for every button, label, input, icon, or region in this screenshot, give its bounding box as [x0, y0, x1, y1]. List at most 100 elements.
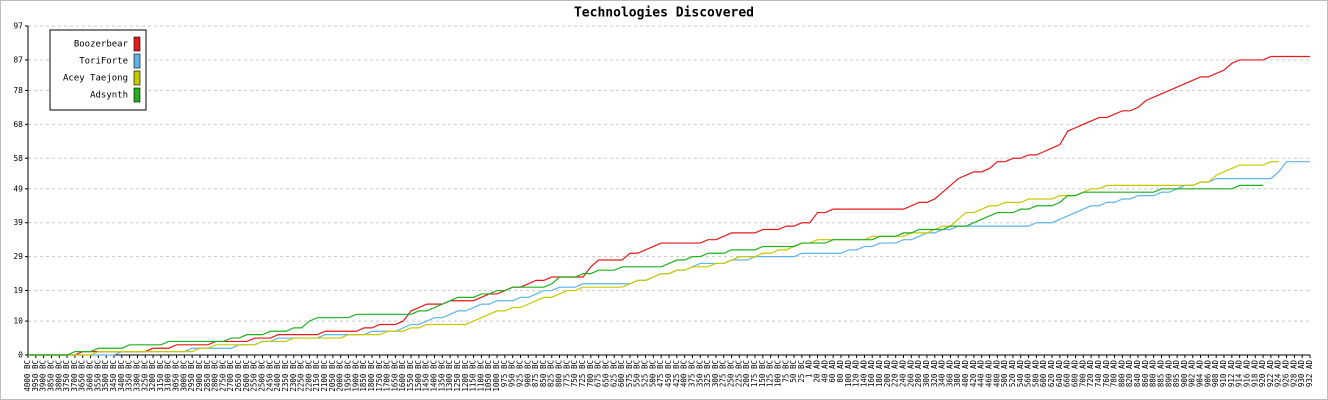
x-tick-label: 500 AD	[1000, 360, 1009, 388]
y-tick-label: 10	[13, 317, 23, 326]
x-tick-label: 2350 BC	[281, 360, 290, 392]
y-tick-label: 0	[18, 351, 23, 360]
x-tick-label: 875 BC	[531, 360, 540, 387]
x-tick-label: 740 AD	[1094, 360, 1103, 388]
x-tick-label: 1300 BC	[445, 360, 454, 392]
x-tick-label: 1800 BC	[367, 360, 376, 392]
x-tick-label: 480 AD	[992, 360, 1001, 388]
x-tick-label: 860 AD	[1141, 360, 1150, 388]
x-tick-label: 916 AD	[1242, 360, 1251, 388]
x-tick-label: 880 AD	[1149, 360, 1158, 388]
x-tick-label: 932 AD	[1305, 360, 1314, 388]
x-tick-label: 3450 BC	[109, 360, 118, 392]
x-tick-label: 225 BC	[734, 360, 743, 387]
x-tick-label: 3550 BC	[93, 360, 102, 392]
x-tick-label: 180 AD	[875, 360, 884, 388]
y-tick-label: 39	[13, 218, 23, 227]
x-tick-label: 3850 BC	[46, 360, 55, 392]
x-tick-label: 1700 BC	[383, 360, 392, 392]
x-tick-label: 125 BC	[766, 360, 775, 387]
x-tick-label: 906 AD	[1203, 360, 1212, 388]
x-tick-label: 2050 BC	[328, 360, 337, 392]
x-tick-label: 2950 BC	[187, 360, 196, 392]
x-tick-label: 300 AD	[922, 360, 931, 388]
x-tick-label: 525 BC	[641, 360, 650, 387]
x-tick-label: 2650 BC	[234, 360, 243, 392]
y-tick-label: 78	[13, 86, 23, 95]
x-tick-label: 1 AD	[805, 360, 814, 379]
y-tick-label: 29	[13, 252, 23, 261]
x-tick-label: 720 AD	[1086, 360, 1095, 388]
x-tick-label: 400 AD	[961, 360, 970, 388]
x-tick-label: 3650 BC	[78, 360, 87, 392]
legend-swatch	[133, 36, 141, 52]
x-tick-label: 680 AD	[1070, 360, 1079, 388]
legend-label: Boozerbear	[74, 40, 129, 50]
x-tick-label: 950 BC	[508, 360, 517, 387]
x-tick-label: 885 AD	[1156, 360, 1165, 388]
x-tick-label: 640 AD	[1055, 360, 1064, 388]
y-tick-label: 58	[13, 154, 23, 163]
x-tick-label: 550 BC	[633, 360, 642, 387]
x-tick-label: 1900 BC	[351, 360, 360, 392]
x-tick-label: 922 AD	[1266, 360, 1275, 388]
x-tick-label: 3200 BC	[148, 360, 157, 392]
x-tick-label: 520 AD	[1008, 360, 1017, 388]
x-tick-label: 540 AD	[1016, 360, 1025, 388]
x-tick-label: 3300 BC	[132, 360, 141, 392]
legend-label: ToriForte	[79, 57, 128, 67]
x-tick-label: 1250 BC	[453, 360, 462, 392]
x-tick-label: 60 AD	[828, 360, 837, 383]
x-tick-label: 3700 BC	[70, 360, 79, 392]
x-tick-label: 928 AD	[1289, 360, 1298, 388]
x-tick-label: 2600 BC	[242, 360, 251, 392]
x-tick-label: 440 AD	[977, 360, 986, 388]
x-tick-label: 2550 BC	[250, 360, 259, 392]
x-tick-label: 340 AD	[938, 360, 947, 388]
x-tick-label: 360 AD	[945, 360, 954, 388]
x-tick-label: 3250 BC	[140, 360, 149, 392]
x-tick-label: 260 AD	[906, 360, 915, 388]
legend-swatch	[133, 53, 141, 69]
x-tick-label: 50 BC	[789, 360, 798, 383]
x-tick-label: 975 BC	[500, 360, 509, 387]
x-tick-label: 900 BC	[523, 360, 532, 387]
x-tick-label: 420 AD	[969, 360, 978, 388]
x-tick-label: 200 AD	[883, 360, 892, 388]
x-tick-label: 3950 BC	[31, 360, 40, 392]
chart-title: Technologies Discovered	[574, 6, 754, 21]
x-tick-label: 2850 BC	[203, 360, 212, 392]
series-line	[28, 55, 1310, 356]
x-tick-label: 240 AD	[899, 360, 908, 388]
x-tick-label: 1850 BC	[359, 360, 368, 392]
legend-swatch	[133, 87, 141, 103]
x-tick-label: 924 AD	[1274, 360, 1283, 388]
x-tick-label: 600 AD	[1039, 360, 1048, 388]
x-tick-label: 100 BC	[773, 360, 782, 387]
x-tick-label: 580 AD	[1031, 360, 1040, 388]
x-tick-label: 760 AD	[1102, 360, 1111, 388]
x-tick-label: 1600 BC	[398, 360, 407, 392]
x-tick-label: 3150 BC	[156, 360, 165, 392]
y-tick-label: 49	[13, 184, 23, 193]
x-tick-label: 2700 BC	[226, 360, 235, 392]
x-tick-label: 2800 BC	[211, 360, 220, 392]
x-tick-label: 3100 BC	[164, 360, 173, 392]
x-tick-label: 910 AD	[1219, 360, 1228, 388]
x-tick-label: 902 AD	[1188, 360, 1197, 388]
legend-label: Adsynth	[90, 91, 128, 101]
x-tick-label: 1150 BC	[469, 360, 478, 392]
x-tick-label: 460 AD	[985, 360, 994, 388]
x-tick-label: 914 AD	[1235, 360, 1244, 388]
x-tick-label: 600 BC	[617, 360, 626, 387]
x-tick-label: 3900 BC	[39, 360, 48, 392]
x-tick-label: 926 AD	[1282, 360, 1291, 388]
series-line	[28, 184, 1264, 356]
x-tick-label: 2150 BC	[312, 360, 321, 392]
x-tick-label: 700 AD	[1078, 360, 1087, 388]
x-tick-label: 80 AD	[836, 360, 845, 383]
x-tick-label: 2200 BC	[304, 360, 313, 392]
x-tick-label: 280 AD	[914, 360, 923, 388]
x-tick-label: 160 AD	[867, 360, 876, 388]
